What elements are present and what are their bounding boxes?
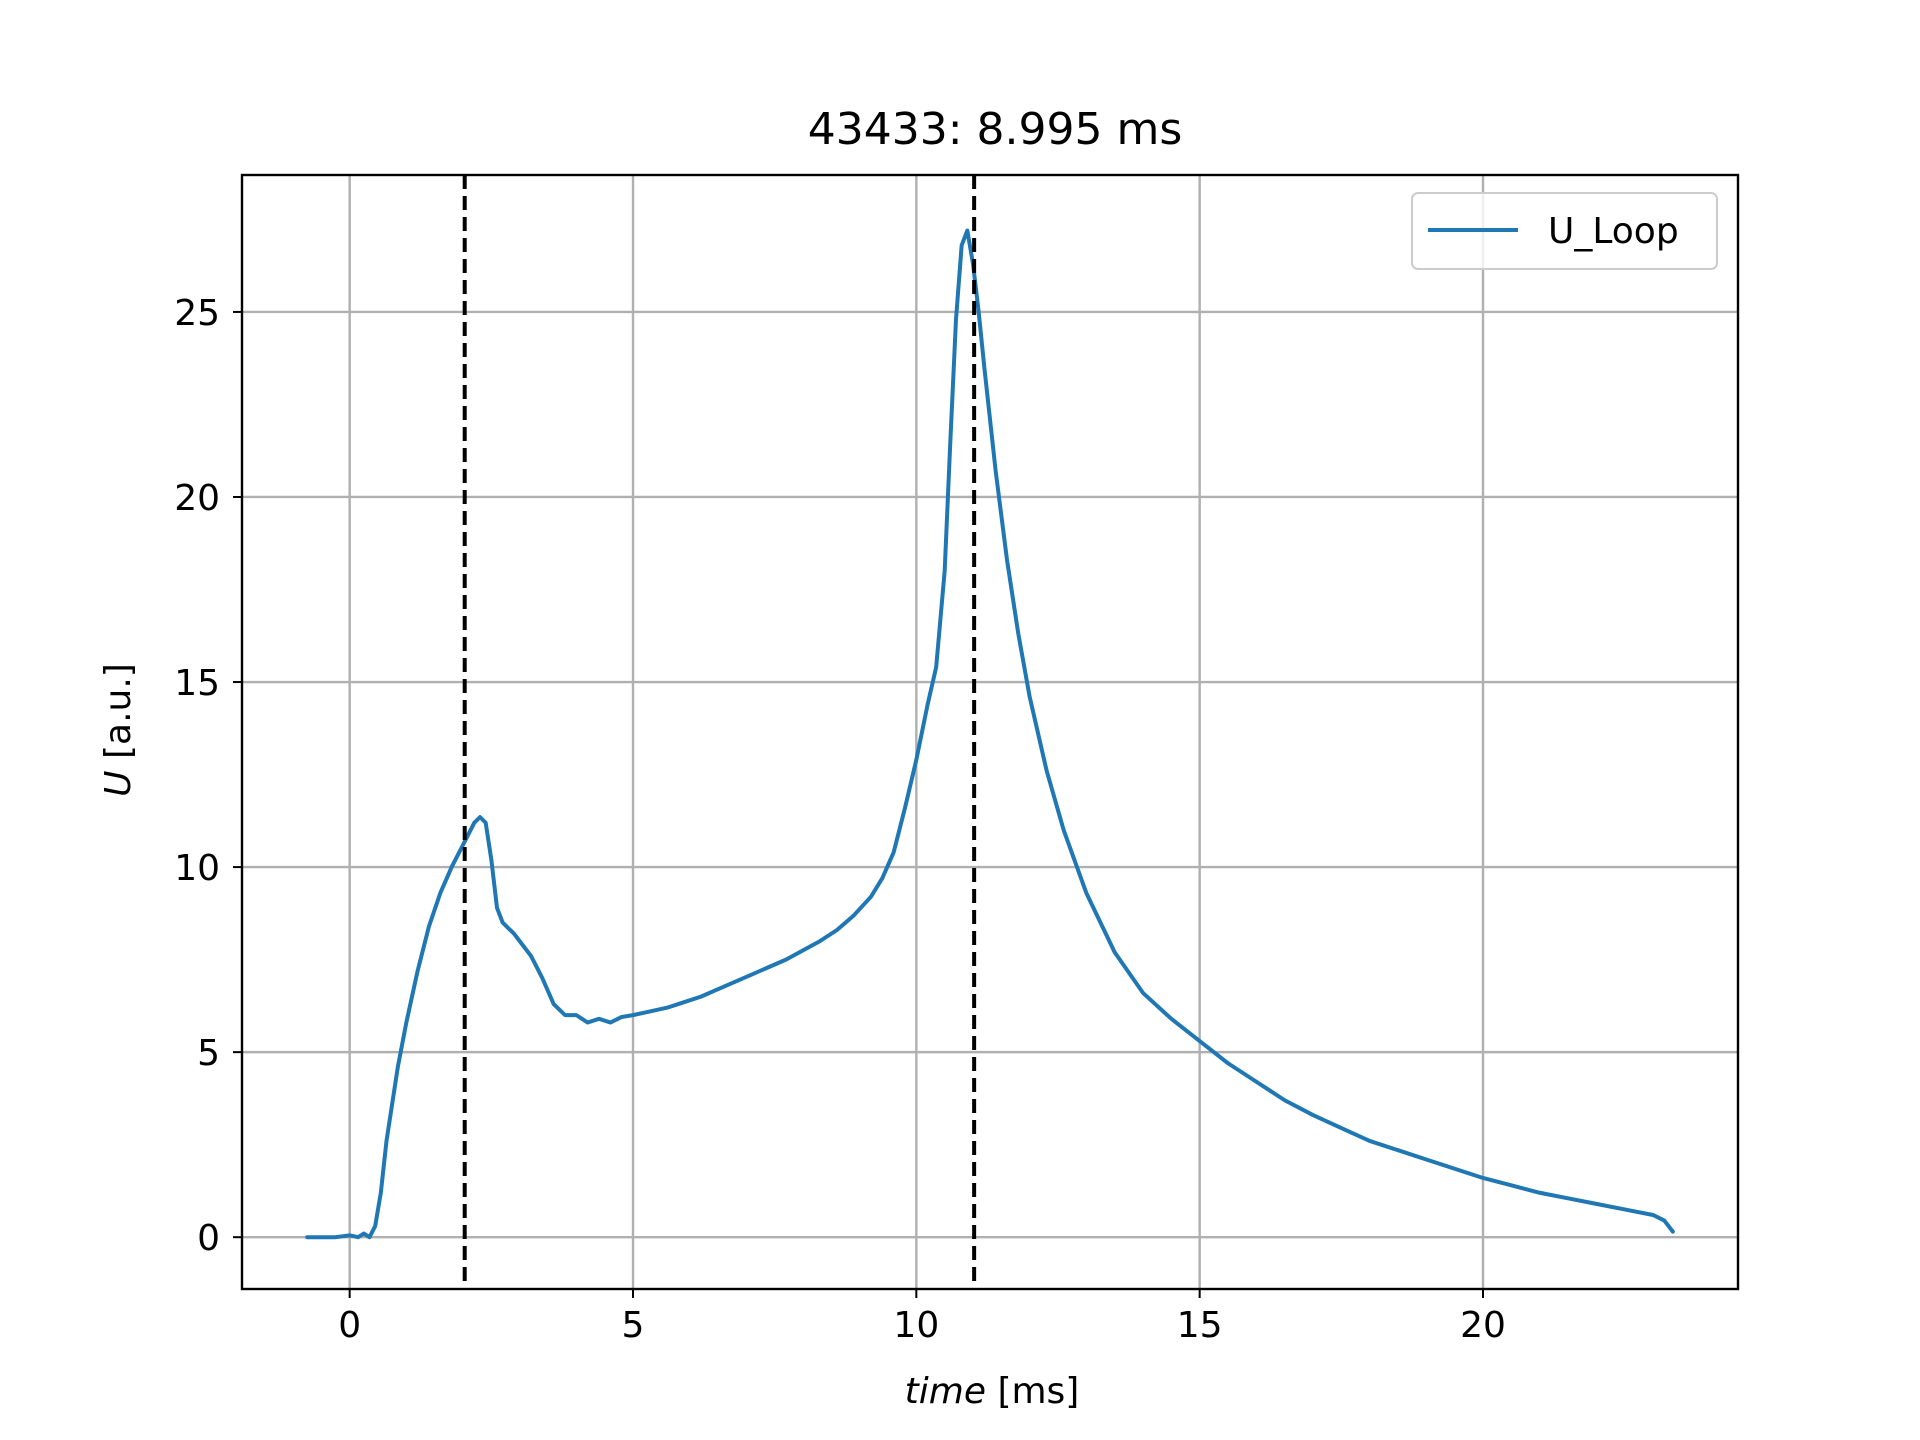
y-tick-label: 10: [174, 848, 220, 889]
series-group: [305, 228, 1675, 1240]
x-gridlines: [348, 175, 1485, 1289]
y-tick-label: 0: [197, 1218, 220, 1259]
y-axis-label-space: [98, 759, 139, 770]
y-tick-label: 20: [174, 478, 220, 519]
marker-lines: [462, 175, 977, 1289]
x-tick-label: 20: [1460, 1305, 1506, 1346]
y-axis-label-quantity: U: [98, 770, 139, 796]
x-tick-label: 15: [1177, 1305, 1223, 1346]
x-axis-label: time [ms]: [905, 1371, 1080, 1412]
legend-label-u-loop: U_Loop: [1548, 211, 1679, 252]
x-axis-label-unit: [ms]: [997, 1371, 1079, 1412]
x-tick-label: 5: [622, 1305, 645, 1346]
x-tick-label: 10: [893, 1305, 939, 1346]
series-line-u-loop: [305, 228, 1675, 1240]
x-axis-label-quantity: time: [905, 1371, 986, 1412]
legend-box: [1411, 192, 1718, 270]
plot-area: [242, 175, 1738, 1289]
y-axis-label: U [a.u.]: [98, 663, 139, 797]
legend: U_Loop: [1411, 192, 1718, 270]
x-axis-label-space: [986, 1371, 997, 1412]
y-tick-label: 5: [197, 1033, 220, 1074]
x-tick-label: 0: [338, 1305, 361, 1346]
x-axis-ticks: 0 5 10 15 20: [338, 1289, 1506, 1346]
chart-title: 43433: 8.995 ms: [808, 104, 1183, 155]
y-axis-ticks: 0 5 10 15 20 25: [174, 293, 242, 1259]
y-axis-label-unit: [a.u.]: [98, 663, 139, 759]
y-tick-label: 15: [174, 663, 220, 704]
y-tick-label: 25: [174, 293, 220, 334]
axes-frame: [240, 173, 1740, 1291]
